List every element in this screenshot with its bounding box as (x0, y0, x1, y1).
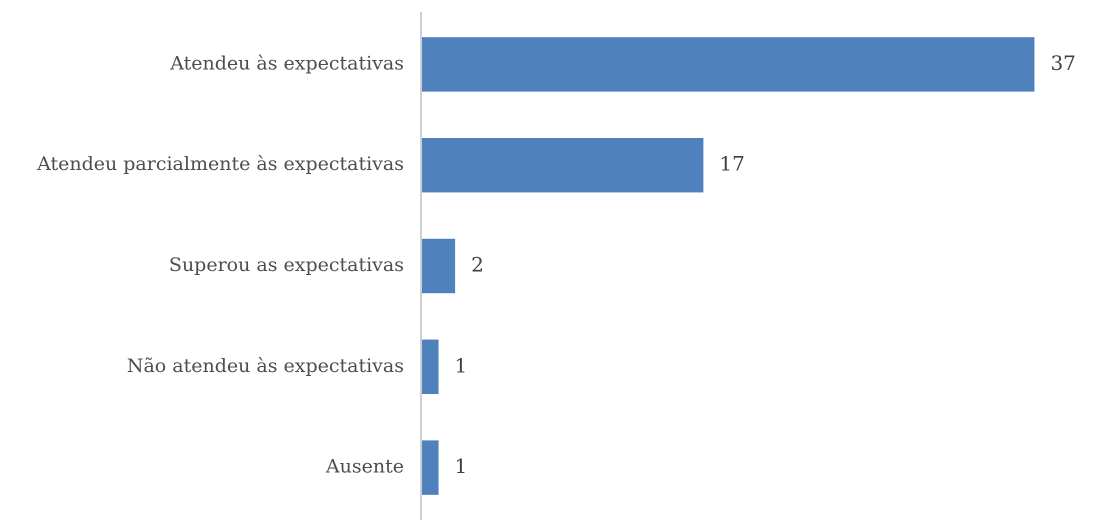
category-label-3: Não atendeu às expectativas (127, 355, 404, 377)
category-label-2: Superou as expectativas (169, 254, 404, 276)
value-label-3: 1 (455, 353, 468, 377)
category-labels-group: Atendeu às expectativas Atendeu parcialme… (36, 52, 404, 477)
value-label-4: 1 (455, 454, 468, 478)
value-labels-group: 37 17 2 1 1 (455, 51, 1076, 478)
value-label-2: 2 (471, 253, 484, 277)
bar-4 (422, 440, 439, 495)
category-label-0: Atendeu às expectativas (169, 52, 404, 74)
value-label-0: 37 (1050, 51, 1075, 75)
bar-2 (422, 238, 456, 294)
value-label-1: 17 (719, 152, 744, 176)
bar-0 (422, 37, 1035, 92)
category-label-4: Ausente (325, 456, 404, 478)
category-label-1: Atendeu parcialmente às expectativas (36, 153, 404, 175)
bar-1 (422, 137, 704, 193)
bar-3 (422, 339, 439, 395)
bars-group (422, 37, 1035, 495)
